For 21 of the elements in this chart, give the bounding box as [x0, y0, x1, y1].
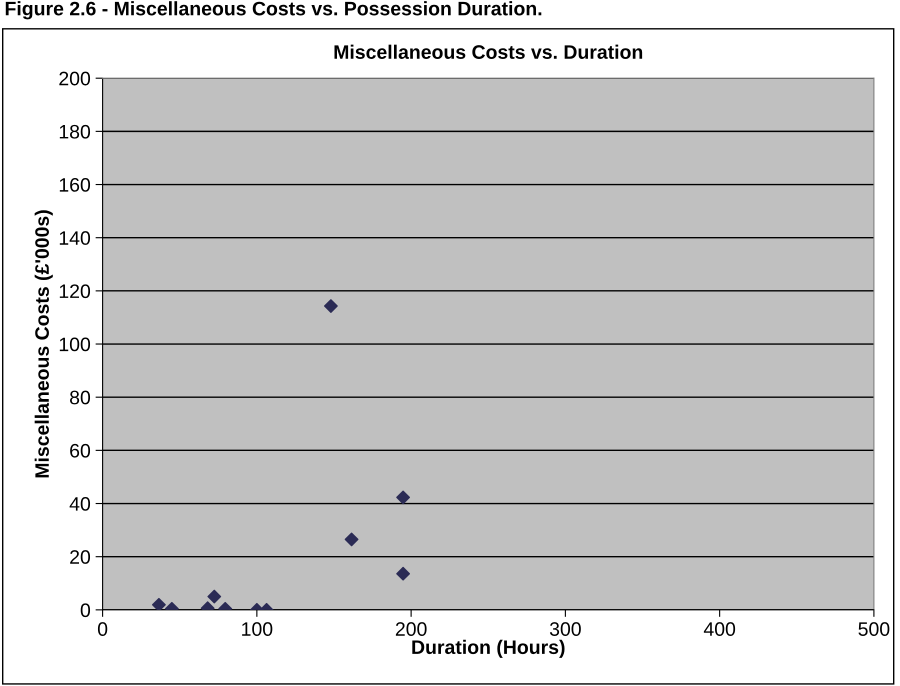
y-tick-label: 140	[60, 231, 90, 245]
y-tick-label: 60	[70, 444, 90, 458]
y-tick-label: 200	[59, 72, 90, 86]
y-axis-title: Miscellaneous Costs (£'000s)	[34, 210, 53, 478]
y-tick-label: 120	[60, 284, 90, 298]
y-tick-label: 180	[60, 124, 90, 139]
x-tick-label: 300	[550, 622, 581, 636]
caption: Figure 2.6 - Miscellaneous Costs vs. Possession Duration.	[6, 1, 542, 20]
y-tick-label: 160	[60, 178, 90, 192]
x-tick-label: 100	[242, 622, 272, 636]
y-tick-label: 80	[70, 390, 90, 404]
x-tick-label: 400	[704, 622, 736, 636]
y-tick-label: 0	[80, 603, 90, 618]
x-tick-label: 0	[98, 622, 108, 636]
x-axis-title: Duration (Hours)	[412, 640, 565, 658]
y-tick-label: 20	[70, 550, 90, 564]
chart-title: Miscellaneous Costs vs. Duration	[334, 44, 642, 59]
x-tick-label: 200	[396, 622, 427, 636]
x-tick-label: 500	[858, 622, 890, 636]
y-tick-label: 40	[70, 496, 90, 511]
y-tick-label: 100	[60, 337, 90, 352]
